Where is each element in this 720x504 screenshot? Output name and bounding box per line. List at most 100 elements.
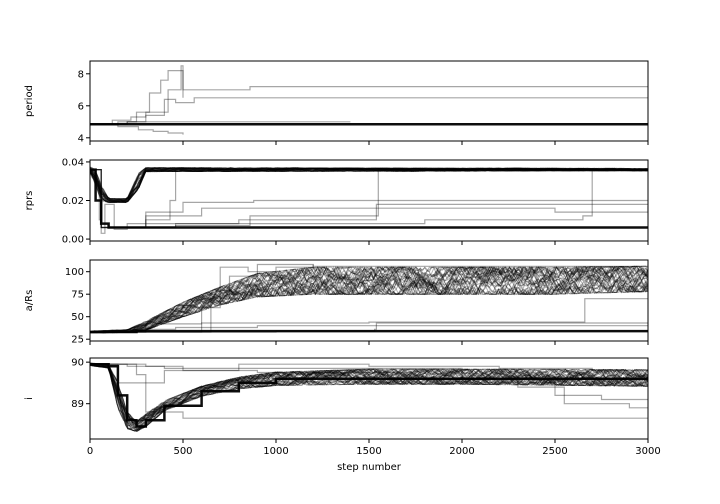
walker-trace [90,167,648,203]
walker-trace [90,167,648,203]
walker-trace [90,167,648,202]
walker-trace-outlier [90,169,648,229]
y-axis-label: a/Rs [24,290,35,312]
walker-trace [90,167,648,203]
walker-trace [90,265,648,333]
walker-trace [90,364,648,431]
walker-trace [90,274,648,334]
walker-trace [90,167,648,203]
y-tick-label: 8 [78,69,84,80]
walker-trace [90,266,648,333]
walker-trace [90,266,648,333]
walker-trace [90,266,648,334]
walker-trace [90,167,648,203]
walker-trace [90,363,648,432]
walker-trace [90,266,648,334]
walker-trace [90,265,648,334]
walker-trace [90,167,648,203]
y-tick-label: 0.00 [62,235,84,246]
walker-trace [90,265,648,333]
walker-trace [90,166,648,201]
walker-trace [90,265,648,333]
walker-trace [90,266,648,333]
walker-trace [90,167,648,201]
x-axis-label: step number [337,462,402,473]
y-tick-label: 0.02 [62,196,84,207]
walker-trace [90,364,648,427]
trace-group [90,166,648,234]
walker-trace [90,363,648,432]
walker-trace [90,167,648,203]
walker-trace [90,364,648,423]
y-tick-label: 50 [71,312,84,323]
y-tick-label: 4 [78,133,84,144]
walker-trace [90,364,648,422]
walker-trace [90,265,648,334]
walker-trace-outlier [90,263,648,333]
walker-trace [90,363,648,424]
walker-trace [90,364,648,432]
walker-trace [90,167,648,201]
walker-trace [90,364,648,431]
x-tick-label: 500 [173,446,192,457]
panel-period: 4 6 8 period [24,60,649,145]
walker-trace [90,265,648,334]
walker-trace [90,364,648,424]
y-tick-label: 90 [71,358,84,369]
walker-trace [90,167,648,203]
walker-trace-main [90,168,648,229]
walker-trace-outlier [90,65,184,125]
walker-trace-main [90,362,648,428]
walker-trace [90,166,648,200]
walker-trace [90,266,648,333]
walker-trace-outlier [90,264,314,333]
walker-trace [90,266,648,333]
walker-trace-outlier [90,169,648,234]
panel-a-rs: 25 50 75 100 a/Rs [24,259,649,346]
y-axis-label: period [24,85,35,117]
walker-trace [90,363,648,426]
walker-trace-outlier [90,363,648,409]
y-tick-label: 6 [78,101,84,112]
walker-trace [90,271,648,334]
walker-trace [90,364,648,422]
y-tick-label: 25 [71,335,84,346]
x-tick-label: 0 [87,446,93,457]
walker-trace [90,167,648,201]
walker-trace [90,266,648,333]
walker-trace-outlier [90,298,648,333]
walker-trace [90,265,648,334]
walker-trace-outlier [90,169,648,229]
x-tick-label: 2500 [542,446,567,457]
x-tick-label: 1500 [356,446,381,457]
walker-trace [90,364,648,432]
walker-trace [90,265,648,334]
walker-trace [90,167,648,201]
walker-trace-outlier [90,363,648,401]
walker-trace [90,167,648,203]
y-tick-label: 89 [71,399,84,410]
walker-trace [90,272,648,333]
walker-trace [90,167,648,203]
x-tick-label: 2000 [449,446,474,457]
walker-trace [90,270,648,334]
walker-trace-outlier [90,169,648,229]
walker-trace [90,265,648,334]
walker-trace-outlier [90,169,648,229]
walker-trace [90,362,648,425]
walker-trace [90,266,648,332]
walker-trace [90,364,648,426]
walker-trace [90,167,648,201]
walker-trace [90,265,648,333]
walker-trace [90,167,648,203]
walker-trace [90,167,648,203]
walker-trace [90,167,648,201]
walker-trace-outlier [90,363,648,372]
walker-trace-outlier [90,121,351,125]
walker-trace [90,363,648,432]
walker-trace [90,266,648,334]
walker-trace [90,265,648,333]
y-tick-label: 100 [65,267,84,278]
walker-trace [90,266,648,334]
